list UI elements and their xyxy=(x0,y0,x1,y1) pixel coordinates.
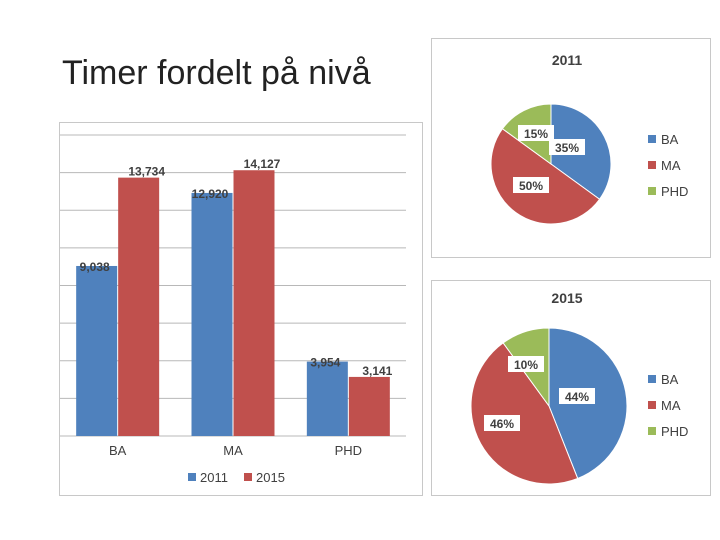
pie-data-label: 50% xyxy=(519,179,543,193)
legend-swatch-2011 xyxy=(188,473,196,481)
pie-legend-label-ma: MA xyxy=(661,158,681,173)
pie-label-box xyxy=(513,177,549,193)
pie-data-label: 35% xyxy=(555,141,579,155)
pie-label-box xyxy=(518,125,554,141)
bar-phd-2011 xyxy=(306,361,348,436)
pie-legend-label-ba: BA xyxy=(661,132,679,147)
bar-ma-2011 xyxy=(191,192,233,436)
pie-chart-2015-panel: 2015 44% 46% 10% BA MA PHD xyxy=(431,280,711,496)
pie-label-box xyxy=(484,415,520,431)
bar-chart: 9,038 13,734 BA 12,920 14,127 MA 3,954 3,141 PHD… xyxy=(60,134,406,485)
pie-slice-ma xyxy=(470,342,579,485)
pie-legend-swatch-ba xyxy=(648,135,656,143)
pie-legend-label-ma: MA xyxy=(661,398,681,413)
pie-chart-2015: 2015 44% 46% 10% BA MA PHD xyxy=(470,290,688,485)
pie-data-label: 15% xyxy=(524,127,548,141)
slide-title: Timer fordelt på nivå xyxy=(62,54,371,92)
pie-slice-ma xyxy=(490,128,601,225)
category-label-ba: BA xyxy=(109,443,127,458)
bar-data-label: 3,141 xyxy=(362,364,392,378)
pie-data-label: 10% xyxy=(514,358,538,372)
legend-label-2011: 2011 xyxy=(200,470,228,485)
pie-label-box xyxy=(559,388,595,404)
pie-legend-swatch-ma xyxy=(648,161,656,169)
legend-swatch-2015 xyxy=(244,473,252,481)
bar-chart-panel: 9,038 13,734 BA 12,920 14,127 MA 3,954 3,141 PHD… xyxy=(59,122,423,496)
pie-chart-2011-panel: 2011 35% 50% 15% BA MA PHD xyxy=(431,38,711,258)
category-label-ma: MA xyxy=(223,443,243,458)
bar-data-label: 12,920 xyxy=(192,187,229,201)
bar-data-label: 14,127 xyxy=(244,157,281,171)
pie-label-box xyxy=(549,139,585,155)
pie-title: 2011 xyxy=(552,52,583,68)
bar-ba-2015 xyxy=(118,177,160,436)
pie-legend-swatch-phd xyxy=(648,427,656,435)
bar-data-label: 13,734 xyxy=(128,165,165,179)
pie-legend-swatch-phd xyxy=(648,187,656,195)
pie-legend-label-ba: BA xyxy=(661,372,679,387)
pie-label-box xyxy=(508,356,544,372)
category-label-phd: PHD xyxy=(335,443,362,458)
legend-label-2015: 2015 xyxy=(256,470,285,485)
bar-ba-2011 xyxy=(76,265,118,436)
pie-legend-swatch-ba xyxy=(648,375,656,383)
pie-data-label: 46% xyxy=(490,417,514,431)
pie-chart-2011: 2011 35% 50% 15% BA MA PHD xyxy=(490,52,688,225)
bar-phd-2015 xyxy=(348,376,390,436)
pie-legend-label-phd: PHD xyxy=(661,424,688,439)
pie-legend-label-phd: PHD xyxy=(661,184,688,199)
pie-title: 2015 xyxy=(551,290,582,306)
bar-data-label: 3,954 xyxy=(310,356,340,370)
bar-data-label: 9,038 xyxy=(80,260,110,274)
pie-legend-swatch-ma xyxy=(648,401,656,409)
pie-data-label: 44% xyxy=(565,390,589,404)
bar-ma-2015 xyxy=(233,170,275,436)
